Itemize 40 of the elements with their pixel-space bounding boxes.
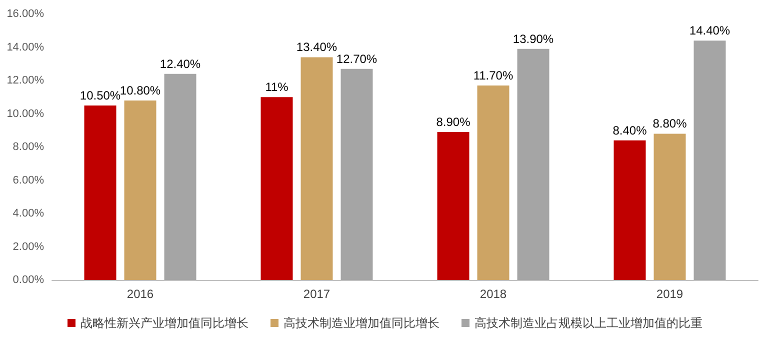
x-tick-label: 2018: [480, 287, 507, 301]
bar: [260, 97, 293, 280]
data-label: 11.70%: [473, 68, 514, 82]
data-label: 10.50%: [80, 88, 121, 102]
y-tick-label: 4.00%: [12, 208, 44, 220]
y-tick-label: 16.00%: [6, 8, 44, 20]
y-tick-label: 8.00%: [12, 141, 44, 153]
data-label: 13.90%: [512, 32, 554, 46]
y-tick-label: 6.00%: [12, 174, 44, 186]
bar: [694, 40, 726, 280]
data-label: 13.40%: [296, 40, 338, 54]
bar: [164, 74, 196, 280]
bar: [300, 57, 333, 280]
legend-label: 战略性新兴产业增加值同比增长: [80, 316, 248, 330]
legend-label: 高技术制造业占规模以上工业增加值的比重: [474, 316, 702, 330]
y-tick-label: 2.00%: [12, 240, 44, 253]
data-label: 8.80%: [652, 116, 688, 131]
bar: [124, 100, 156, 280]
y-tick-label: 14.00%: [6, 41, 44, 54]
y-tick-label: 0.00%: [12, 274, 44, 286]
data-label: 11%: [265, 80, 289, 94]
bar: [340, 68, 373, 280]
bar: [517, 48, 550, 280]
y-tick-label: 12.00%: [6, 74, 44, 86]
x-tick-label: 2016: [126, 287, 154, 301]
data-label: 14.40%: [689, 24, 730, 38]
bar: [437, 132, 470, 280]
y-tick-label: 10.00%: [6, 108, 44, 120]
data-label: 8.90%: [436, 115, 471, 130]
data-label: 8.40%: [612, 123, 648, 138]
x-tick-label: 2019: [656, 287, 684, 301]
legend-label: 高技术制造业增加值同比增长: [284, 316, 440, 330]
data-label: 12.40%: [160, 56, 201, 71]
data-label: 10.80%: [120, 83, 161, 98]
bar: [477, 85, 510, 280]
bar: [654, 134, 686, 280]
bar: [614, 140, 646, 280]
x-tick-label: 2017: [303, 287, 330, 301]
data-label: 12.70%: [336, 52, 378, 66]
bar: [84, 105, 116, 280]
